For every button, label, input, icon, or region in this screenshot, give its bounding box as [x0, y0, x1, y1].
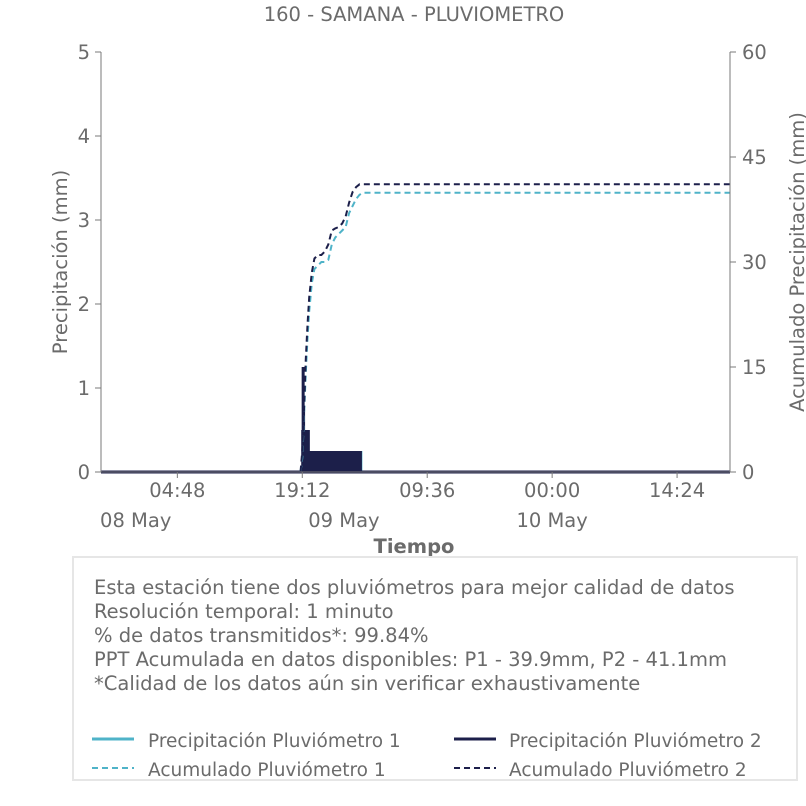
legend-label-p2-accum: Acumulado Pluviómetro 2: [509, 760, 747, 781]
legend-label-p1-precip: Precipitación Pluviómetro 1: [148, 731, 401, 752]
x-tick-label: 09:36: [399, 479, 455, 502]
chart: 160 - SAMANA - PLUVIOMETRO 0123450153045…: [49, 3, 806, 558]
x-date-label: 10 May: [516, 509, 587, 532]
legend-label-p1-accum: Acumulado Pluviómetro 1: [148, 760, 386, 781]
info-line-resolution: Resolución temporal: 1 minuto: [94, 600, 394, 623]
info-line-transmitted: % de datos transmitidos*: 99.84%: [94, 624, 429, 647]
info-line-accumulated: PPT Acumulada en datos disponibles: P1 -…: [94, 648, 727, 671]
y-tick-label: 1: [78, 377, 90, 400]
x-tick-label: 14:24: [649, 479, 705, 502]
y2-tick-label: 15: [742, 356, 767, 379]
chart-title: 160 - SAMANA - PLUVIOMETRO: [264, 3, 565, 26]
y-tick-label: 3: [78, 209, 90, 232]
x-date-label: 08 May: [100, 509, 171, 532]
legend-swatch-p1-accum: [92, 767, 134, 769]
legend-swatch-p1-precip: [92, 737, 134, 741]
plot-area: [101, 183, 730, 474]
y2-axis-label: Acumulado Precipitación (mm): [786, 112, 806, 412]
series-line-2: [101, 367, 730, 474]
x-axis-label: Tiempo: [374, 535, 455, 558]
y2-tick-label: 45: [742, 146, 767, 169]
y-tick-label: 4: [78, 125, 90, 148]
legend-swatch-p2-accum: [454, 767, 496, 769]
y2-tick-label: 30: [742, 251, 767, 274]
info-line-quality: *Calidad de los datos aún sin verificar …: [94, 672, 641, 695]
info-box: Esta estación tiene dos pluviómetros par…: [72, 556, 798, 781]
series-line-4: [101, 183, 730, 473]
info-line-stations: Esta estación tiene dos pluviómetros par…: [94, 576, 735, 599]
y2-tick-label: 0: [742, 461, 754, 484]
x-date-label: 09 May: [308, 509, 379, 532]
x-tick-label: 04:48: [149, 479, 205, 502]
y-tick-label: 5: [78, 41, 90, 64]
y-axis-label: Precipitación (mm): [49, 170, 72, 354]
y-tick-label: 2: [78, 293, 90, 316]
y2-tick-label: 60: [742, 41, 767, 64]
x-tick-label: 00:00: [524, 479, 580, 502]
legend-label-p2-precip: Precipitación Pluviómetro 2: [509, 731, 762, 752]
series-line-1: [101, 388, 730, 474]
y-tick-label: 0: [78, 461, 90, 484]
series-line-3: [101, 191, 730, 473]
x-tick-label: 19:12: [274, 479, 330, 502]
legend-swatch-p2-precip: [454, 737, 496, 741]
